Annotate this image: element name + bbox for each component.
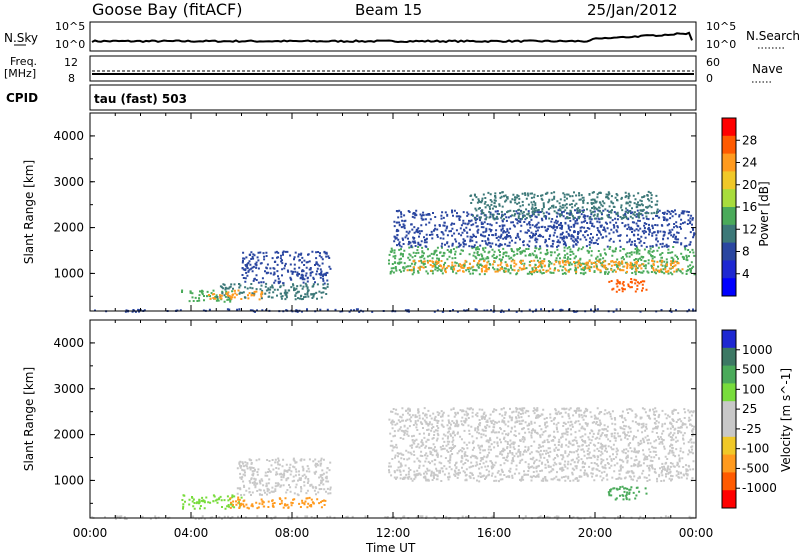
velocity-colorbar-tick-label-0: 1000 — [742, 343, 773, 357]
freq-tick-high: 12 — [64, 56, 78, 69]
velocity-ytick-label-0: 4000 — [53, 336, 84, 350]
power-colorbar-swatch-0 — [722, 118, 736, 137]
velocity-colorbar-tick-label-6: -500 — [742, 461, 769, 475]
power-colorbar-swatch-9 — [722, 278, 736, 297]
velocity-panel: 4000 3000 2000 1000 00:00 04:00 08:00 12:00 16:0… — [53, 319, 714, 540]
velocity-band-0 — [181, 494, 243, 510]
power-ytick-label-3: 1000 — [53, 266, 84, 280]
power-colorbar-tick-label-2: 20 — [742, 178, 757, 192]
cpid-label: CPID — [6, 91, 38, 105]
power-colorbar-tick-label-5: 8 — [742, 245, 750, 259]
power-ytick-label-1: 3000 — [53, 175, 84, 189]
cpid-panel — [89, 84, 697, 111]
nsky-trace — [91, 31, 693, 44]
velocity-colorbar-swatch-9 — [722, 490, 736, 509]
velocity-colorbar-swatch-6 — [722, 436, 736, 456]
power-ylabel: Slant Range [km] — [22, 160, 36, 264]
velocity-colorbar-tick-label-5: -100 — [742, 442, 769, 456]
power-colorbar-swatch-7 — [722, 242, 736, 261]
velocity-frame — [89, 319, 697, 519]
time-xtick-label-4: 16:00 — [477, 526, 512, 540]
velocity-ytick-label-1: 3000 — [53, 382, 84, 396]
freq-panel — [89, 55, 697, 82]
velocity-colorbar-tick-label-3: 25 — [742, 402, 757, 416]
time-xtick-label-6: 00:00 — [679, 526, 714, 540]
nave-tick-low: 0 — [706, 72, 713, 85]
velocity-band-4 — [607, 485, 648, 501]
power-colorbar: 28 24 20 16 12 8 4 — [721, 117, 757, 297]
freq-label: Freq. — [10, 55, 37, 68]
nsky-label: N.Sky — [4, 31, 38, 45]
time-xtick-label-3: 12:00 — [376, 526, 411, 540]
velocity-ylabel: Slant Range [km] — [22, 367, 36, 471]
power-band-3 — [207, 289, 264, 301]
nsearch-tick-high: 10^5 — [706, 20, 736, 33]
power-colorbar-swatch-2 — [722, 153, 736, 172]
date-title: 25/Jan/2012 — [587, 1, 678, 19]
power-colorbar-swatch-8 — [722, 260, 736, 279]
velocity-colorbar-tick-label-1: 500 — [742, 363, 765, 377]
power-band-1 — [216, 282, 329, 301]
nave-tick-high: 60 — [706, 56, 720, 69]
velocity-ytick-label-3: 1000 — [53, 473, 84, 487]
velocity-band-2 — [236, 457, 332, 497]
nsky-panel — [89, 21, 697, 52]
power-band-2 — [241, 250, 332, 285]
power-band-7 — [469, 190, 659, 221]
velocity-colorbar-tick-label-7: -1000 — [742, 481, 777, 495]
freq-tick-low: 8 — [68, 72, 75, 85]
power-band-5 — [406, 259, 684, 274]
velocity-colorbar-tick-label-4: -25 — [742, 422, 762, 436]
time-xlabel: Time UT — [365, 541, 416, 554]
power-band-8 — [608, 278, 648, 293]
power-ytick-label-0: 4000 — [53, 129, 84, 143]
velocity-ytick-label-2: 2000 — [53, 428, 84, 442]
cpid-value: tau (fast) 503 — [94, 92, 187, 106]
power-colorbar-swatch-3 — [722, 171, 736, 190]
velocity-colorbar-swatch-5 — [722, 419, 736, 438]
velocity-colorbar-swatch-4 — [722, 401, 736, 420]
beam-title: Beam 15 — [355, 1, 422, 19]
power-colorbar-tick-label-4: 12 — [742, 222, 757, 236]
velocity-colorbar-swatch-8 — [722, 472, 736, 491]
power-colorbar-tick-label-0: 28 — [742, 133, 757, 147]
power-panel: 4000 3000 2000 1000 — [53, 112, 697, 313]
time-xtick-label-5: 20:00 — [578, 526, 613, 540]
velocity-colorbar-swatch-3 — [722, 383, 736, 402]
time-xtick-label-0: 00:00 — [73, 526, 108, 540]
nsearch-tick-low: 10^0 — [706, 38, 736, 51]
nsky-tick-high: 10^5 — [55, 20, 85, 33]
velocity-colorbar: 1000 500 100 25 -25 -100 -500 -1000 — [721, 329, 777, 509]
time-xtick-label-1: 04:00 — [174, 526, 209, 540]
power-colorbar-tick-label-3: 16 — [742, 200, 757, 214]
velocity-colorbar-frame — [721, 329, 737, 509]
power-frame — [89, 112, 697, 312]
power-colorbar-tick-label-1: 24 — [742, 156, 757, 170]
velocity-band-3 — [388, 407, 695, 483]
power-colorbar-swatch-4 — [722, 189, 736, 208]
power-colorbar-label: Power [dB] — [757, 181, 771, 246]
power-colorbar-tick-label-6: 4 — [742, 267, 750, 281]
freq-unit: [MHz] — [4, 67, 36, 80]
velocity-colorbar-swatch-1 — [722, 347, 736, 367]
power-colorbar-swatch-5 — [722, 207, 736, 226]
velocity-colorbar-label: Velocity [m s^-1] — [779, 368, 793, 472]
power-band-0 — [181, 289, 234, 303]
power-colorbar-swatch-1 — [722, 135, 736, 155]
station-title: Goose Bay (fitACF) — [92, 0, 242, 19]
nsky-tick-low: 10^0 — [55, 38, 85, 51]
nave-label: Nave — [752, 62, 783, 76]
time-xtick-label-2: 08:00 — [275, 526, 310, 540]
power-colorbar-swatch-6 — [722, 224, 736, 244]
power-band-6 — [393, 209, 696, 248]
velocity-colorbar-swatch-0 — [722, 330, 736, 349]
velocity-band-1 — [229, 496, 327, 510]
power-ytick-label-2: 2000 — [53, 221, 84, 235]
nsearch-label: N.Search — [746, 29, 800, 43]
velocity-colorbar-swatch-2 — [722, 365, 736, 384]
velocity-colorbar-tick-label-2: 100 — [742, 382, 765, 396]
velocity-colorbar-swatch-7 — [722, 454, 736, 473]
